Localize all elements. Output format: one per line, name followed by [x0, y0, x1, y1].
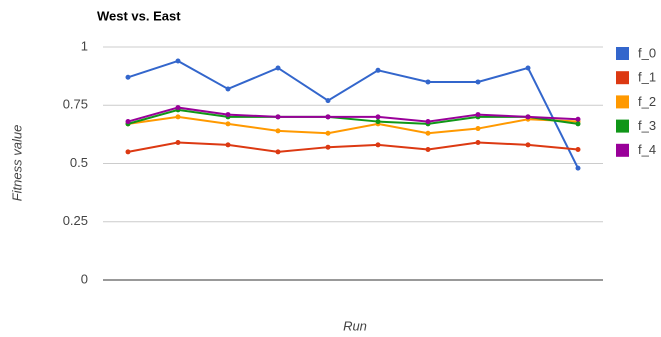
data-point: [125, 74, 131, 80]
series-line: [127, 59, 579, 169]
legend-swatch: [616, 119, 629, 133]
y-tick-label: 0.75: [63, 97, 88, 112]
data-point: [375, 67, 381, 73]
data-point: [475, 79, 481, 85]
data-point: [425, 119, 431, 125]
data-point: [225, 121, 231, 127]
legend-swatch: [616, 47, 629, 60]
data-point: [175, 105, 181, 111]
data-point: [475, 140, 481, 146]
data-point: [125, 149, 131, 155]
data-point: [375, 119, 381, 125]
y-axis-label: Fitness value: [9, 125, 24, 202]
data-point: [375, 114, 381, 120]
series-line: [127, 106, 579, 123]
y-tick-label: 0.5: [70, 155, 88, 170]
series-line: [127, 115, 579, 135]
data-point: [425, 147, 431, 153]
chart-title: West vs. East: [97, 8, 181, 23]
data-point: [575, 147, 581, 153]
data-point: [475, 126, 481, 132]
data-point: [325, 144, 331, 150]
data-point: [175, 140, 181, 146]
legend-label: f_2: [638, 94, 656, 109]
y-tick-label: 0: [81, 271, 88, 286]
series-line: [127, 108, 579, 125]
legend-swatch: [616, 71, 629, 85]
legend-swatch: [616, 143, 629, 157]
data-point: [325, 130, 331, 136]
data-point: [525, 142, 531, 148]
data-point: [425, 130, 431, 136]
data-point: [525, 114, 531, 120]
data-point: [575, 116, 581, 122]
legend-label: f_0: [638, 45, 656, 60]
y-tick-label: 0.25: [63, 213, 88, 228]
legend-label: f_1: [638, 70, 656, 85]
data-point: [225, 142, 231, 148]
data-point: [275, 114, 281, 120]
data-point: [525, 65, 531, 71]
data-point: [425, 79, 431, 85]
legend-label: f_3: [638, 118, 656, 133]
series-line: [127, 141, 579, 153]
data-point: [175, 114, 181, 120]
data-point: [325, 98, 331, 104]
data-point: [375, 142, 381, 148]
data-point: [125, 119, 131, 125]
data-point: [575, 165, 581, 171]
data-point: [325, 114, 331, 120]
y-tick-label: 1: [81, 38, 88, 53]
data-point: [475, 112, 481, 118]
data-point: [575, 121, 581, 127]
data-point: [225, 86, 231, 92]
data-point: [275, 128, 281, 134]
legend-label: f_4: [638, 142, 656, 157]
data-point: [275, 149, 281, 155]
x-axis-label: Run: [343, 318, 367, 333]
data-point: [275, 65, 281, 71]
data-point: [175, 58, 181, 64]
data-point: [225, 112, 231, 118]
legend-swatch: [616, 95, 629, 109]
